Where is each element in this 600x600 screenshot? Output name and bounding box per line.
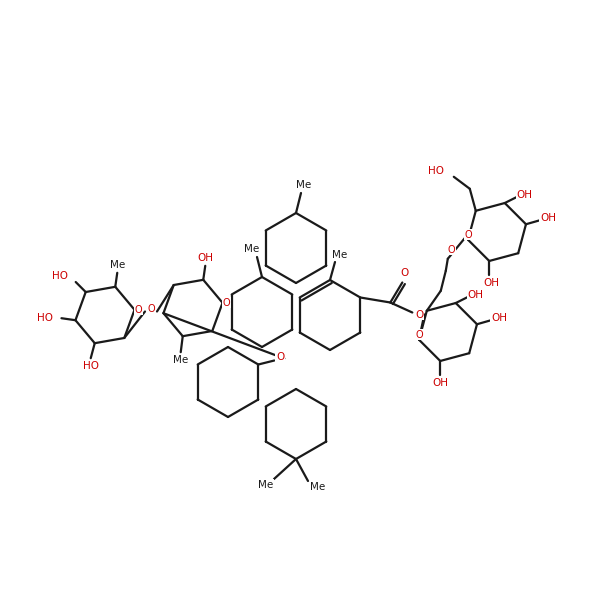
Text: O: O	[464, 230, 472, 240]
Text: OH: OH	[197, 253, 213, 263]
Text: OH: OH	[468, 290, 484, 300]
Text: Me: Me	[259, 480, 274, 490]
Text: Me: Me	[244, 244, 260, 254]
Text: Me: Me	[110, 260, 125, 270]
Text: Me: Me	[332, 250, 347, 260]
Text: OH: OH	[540, 213, 556, 223]
Text: O: O	[448, 245, 455, 255]
Text: Me: Me	[173, 355, 188, 365]
Text: O: O	[400, 269, 409, 278]
Text: OH: OH	[432, 378, 448, 388]
Text: O: O	[415, 310, 424, 319]
Text: OH: OH	[491, 313, 507, 323]
Text: O: O	[276, 352, 284, 362]
Text: HO: HO	[83, 361, 99, 371]
Text: HO: HO	[37, 313, 53, 323]
Text: O: O	[147, 304, 155, 313]
Text: O: O	[223, 298, 230, 308]
Text: O: O	[415, 330, 423, 340]
Text: OH: OH	[483, 278, 499, 288]
Text: HO: HO	[52, 271, 68, 281]
Text: OH: OH	[517, 190, 533, 200]
Text: Me: Me	[296, 180, 311, 190]
Text: O: O	[135, 305, 142, 315]
Text: Me: Me	[310, 482, 326, 492]
Text: HO: HO	[428, 166, 444, 176]
